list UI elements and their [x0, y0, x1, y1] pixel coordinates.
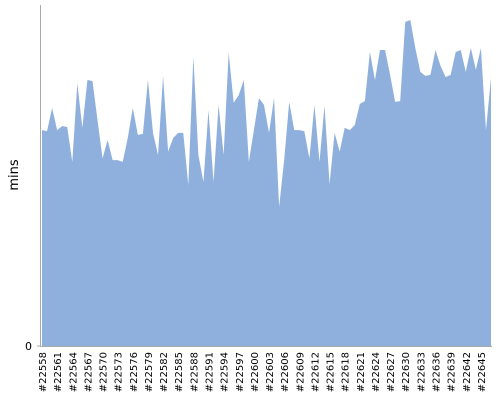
x-tick-label: #22612	[310, 352, 321, 392]
x-tick-label: #22564	[68, 352, 79, 392]
area	[42, 20, 491, 347]
x-tick-label: #22603	[265, 352, 276, 392]
y-axis-label: mins	[7, 159, 22, 191]
x-tick-label: #22561	[53, 352, 64, 392]
x-tick-label: #22588	[189, 352, 200, 392]
x-tick-label: #22585	[174, 352, 185, 392]
x-tick-label: #22621	[356, 352, 367, 392]
x-tick-label: #22567	[83, 352, 94, 392]
y-tick-label: 0	[25, 340, 32, 353]
x-tick-label: #22576	[129, 352, 140, 392]
x-tick-label: #22618	[341, 352, 352, 392]
x-tick-label: #22594	[220, 352, 231, 392]
x-tick-label: #22615	[326, 352, 337, 392]
x-tick-label: #22624	[371, 352, 382, 392]
x-tick-label: #22606	[280, 352, 291, 392]
x-tick-label: #22597	[235, 352, 246, 392]
x-tick-label: #22627	[386, 352, 397, 392]
x-tick-label: #22609	[295, 352, 306, 392]
x-tick-label: #22630	[401, 352, 412, 392]
x-tick-label: #22573	[114, 352, 125, 392]
x-tick-label: #22591	[204, 352, 215, 392]
x-tick-label: #22642	[462, 352, 473, 392]
x-tick-label: #22645	[477, 352, 488, 392]
x-tick-label: #22600	[250, 352, 261, 392]
x-tick-label: #22633	[416, 352, 427, 392]
x-tick-label: #22558	[38, 352, 49, 392]
x-tick-label: #22570	[99, 352, 110, 392]
x-tick-label: #22636	[432, 352, 443, 392]
x-tick-label: #22639	[447, 352, 458, 392]
x-tick-label: #22582	[159, 352, 170, 392]
x-tick-label: #22579	[144, 352, 155, 392]
